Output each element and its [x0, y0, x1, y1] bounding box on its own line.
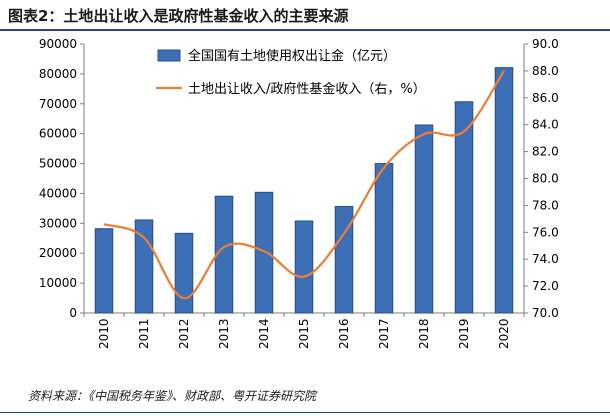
source-note: 资料来源：《中国税务年鉴》、财政部、粤开证券研究院	[28, 389, 317, 403]
y-left-tick-label: 90000	[39, 37, 77, 51]
x-tick-label: 2012	[177, 318, 191, 349]
y-left-tick-label: 10000	[39, 276, 77, 290]
bar	[374, 163, 394, 314]
legend-line-label: 土地出让收入/政府性基金收入（右，%）	[188, 81, 426, 97]
y-right-tick-label: 72.0	[532, 279, 559, 293]
y-right-tick-label: 86.0	[532, 91, 559, 105]
bar	[214, 195, 234, 314]
x-tick-label: 2015	[297, 318, 311, 349]
y-right-tick-label: 70.0	[532, 306, 559, 320]
x-tick-label: 2018	[417, 318, 431, 349]
x-tick-label: 2014	[257, 318, 271, 349]
y-right-tick-label: 90.0	[532, 37, 559, 51]
x-tick-label: 2010	[97, 318, 111, 349]
y-right-tick-label: 82.0	[532, 145, 559, 159]
y-right-tick-label: 74.0	[532, 252, 559, 266]
bar	[94, 228, 114, 314]
y-left-tick-label: 50000	[39, 157, 77, 171]
y-left-tick-label: 70000	[39, 97, 77, 111]
bar	[254, 191, 274, 314]
bar	[454, 101, 474, 314]
y-right-tick-label: 88.0	[532, 64, 559, 78]
legend-bar-label: 全国国有土地使用权出让金（亿元）	[188, 48, 396, 64]
figure-header: 图表2：土地出让收入是政府性基金收入的主要来源	[0, 0, 610, 31]
y-left-tick-label: 30000	[39, 216, 77, 230]
bar	[294, 220, 314, 314]
y-left-tick-label: 20000	[39, 246, 77, 260]
x-tick-label: 2016	[337, 318, 351, 349]
bar	[494, 67, 514, 314]
bar	[334, 205, 354, 314]
y-left-tick-label: 40000	[39, 186, 77, 200]
figure-title: 图表2：土地出让收入是政府性基金收入的主要来源	[8, 7, 349, 25]
bar	[414, 124, 434, 314]
x-tick-label: 2019	[457, 318, 471, 349]
legend-bar-swatch	[157, 49, 181, 62]
y-right-tick-label: 76.0	[532, 225, 559, 239]
y-right-tick-label: 84.0	[532, 118, 559, 132]
x-tick-label: 2013	[217, 318, 231, 349]
x-tick-label: 2011	[137, 318, 151, 349]
top-rule	[0, 29, 610, 31]
bottom-rule	[0, 412, 610, 413]
x-tick-label: 2020	[497, 318, 511, 349]
combo-chart: 0 10000 20000 30000 40000 50000 60000 70000 8000…	[39, 37, 559, 349]
bar	[174, 232, 194, 314]
y-left-tick-label: 60000	[39, 127, 77, 141]
y-left-tick-label: 0	[69, 306, 77, 320]
y-right-tick-label: 80.0	[532, 172, 559, 186]
x-tick-label: 2017	[377, 318, 391, 349]
y-right-tick-label: 78.0	[532, 198, 559, 212]
y-left-tick-label: 80000	[39, 67, 77, 81]
